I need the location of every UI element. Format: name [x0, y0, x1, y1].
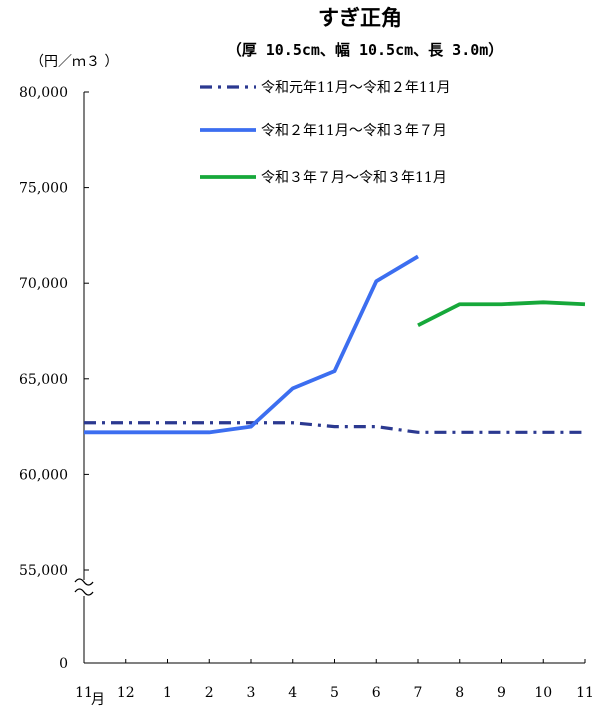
chart-subtitle: （厚 10.5cm、幅 10.5cm、長 3.0m）: [227, 41, 504, 59]
x-axis-unit: 月: [91, 692, 105, 706]
legend-label-1: 令和元年11月～令和２年11月: [261, 80, 451, 96]
y-tick-label: 80,000: [19, 85, 68, 101]
x-tick-label: 3: [247, 685, 256, 701]
y-tick-label: 60,000: [19, 467, 68, 483]
y-tick-label: 65,000: [19, 372, 68, 388]
axis-break-mark: [74, 578, 94, 586]
x-tick-label: 8: [455, 685, 464, 701]
x-tick-label: 6: [372, 685, 381, 701]
x-tick-label: 1: [163, 685, 172, 701]
x-tick-label: 4: [288, 685, 297, 701]
y-tick-label: 70,000: [19, 276, 68, 292]
x-tick-label: 11: [576, 685, 594, 701]
axis-break-mark: [74, 588, 94, 596]
y-tick-label: 0: [59, 656, 68, 672]
y-tick-label: 75,000: [19, 181, 68, 197]
legend-label-3: 令和３年７月～令和３年11月: [261, 170, 447, 186]
legend-label-2: 令和２年11月～令和３年７月: [261, 123, 447, 139]
x-tick-label: 2: [205, 685, 214, 701]
series-line-1: [84, 421, 585, 434]
x-tick-label: 7: [414, 685, 423, 701]
x-tick-label: 10: [534, 685, 552, 701]
x-tick-label: 5: [330, 685, 339, 701]
y-axis-unit: （円／ｍ３ ）: [30, 54, 118, 70]
x-tick-label: 12: [117, 685, 135, 701]
x-tick-label: 11: [75, 685, 93, 701]
series-line-2: [84, 254, 419, 435]
chart-title: すぎ正角: [318, 6, 402, 30]
series-line-3: [417, 300, 586, 327]
x-tick-label: 9: [497, 685, 506, 701]
y-tick-label: 55,000: [19, 563, 68, 579]
